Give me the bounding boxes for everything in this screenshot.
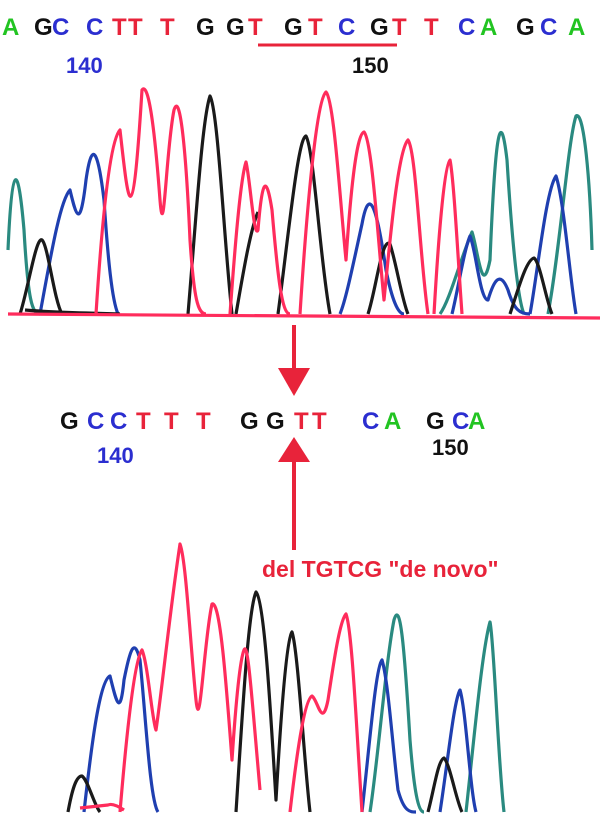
base-call-g: G: [226, 14, 245, 41]
base-call-c: C: [338, 14, 356, 41]
base-call-c: C: [452, 408, 470, 435]
base-call-t: T: [424, 14, 439, 41]
base-call-a: A: [568, 14, 586, 41]
base-call-g: G: [426, 408, 445, 435]
top-position-140: 140: [66, 53, 103, 78]
base-call-c: C: [87, 408, 105, 435]
top-position-150: 150: [352, 53, 389, 78]
base-call-c: C: [86, 14, 104, 41]
base-call-t: T: [196, 408, 211, 435]
base-call-g: G: [516, 14, 535, 41]
base-call-g: G: [370, 14, 389, 41]
base-call-t: T: [392, 14, 407, 41]
base-call-t: T: [164, 408, 179, 435]
base-call-a: A: [468, 408, 486, 435]
base-call-t: T: [294, 408, 309, 435]
mutation-arrow: [278, 325, 310, 550]
base-call-g: G: [284, 14, 303, 41]
top-red-trace: [7, 87, 600, 320]
base-call-t: T: [136, 408, 151, 435]
base-call-g: G: [240, 408, 259, 435]
base-call-c: C: [52, 14, 70, 41]
base-call-c: C: [110, 408, 128, 435]
base-call-g: G: [196, 14, 215, 41]
base-call-t: T: [308, 14, 323, 41]
base-call-t: T: [160, 14, 175, 41]
base-call-a: A: [384, 408, 402, 435]
bottom-position-140: 140: [97, 443, 134, 468]
base-call-c: C: [458, 14, 476, 41]
base-call-a: A: [2, 14, 20, 41]
base-call-t: T: [312, 408, 327, 435]
base-call-t: T: [128, 14, 143, 41]
base-call-t: T: [112, 14, 127, 41]
bottom-chromatogram: [66, 542, 506, 814]
base-call-c: C: [540, 14, 558, 41]
bottom-position-150: 150: [432, 435, 469, 460]
base-call-g: G: [266, 408, 285, 435]
deletion-label: del TGTCG "de novo": [262, 556, 499, 582]
base-call-g: G: [34, 14, 53, 41]
base-call-t: T: [248, 14, 263, 41]
bottom-red-trace: [79, 542, 364, 813]
top-blue-trace: [38, 153, 578, 316]
base-call-g: G: [60, 408, 79, 435]
bottom-teal-trace: [368, 613, 506, 814]
bottom-black-trace: [66, 590, 464, 814]
base-call-c: C: [362, 408, 380, 435]
base-call-a: A: [480, 14, 498, 41]
top-chromatogram: [6, 87, 600, 320]
